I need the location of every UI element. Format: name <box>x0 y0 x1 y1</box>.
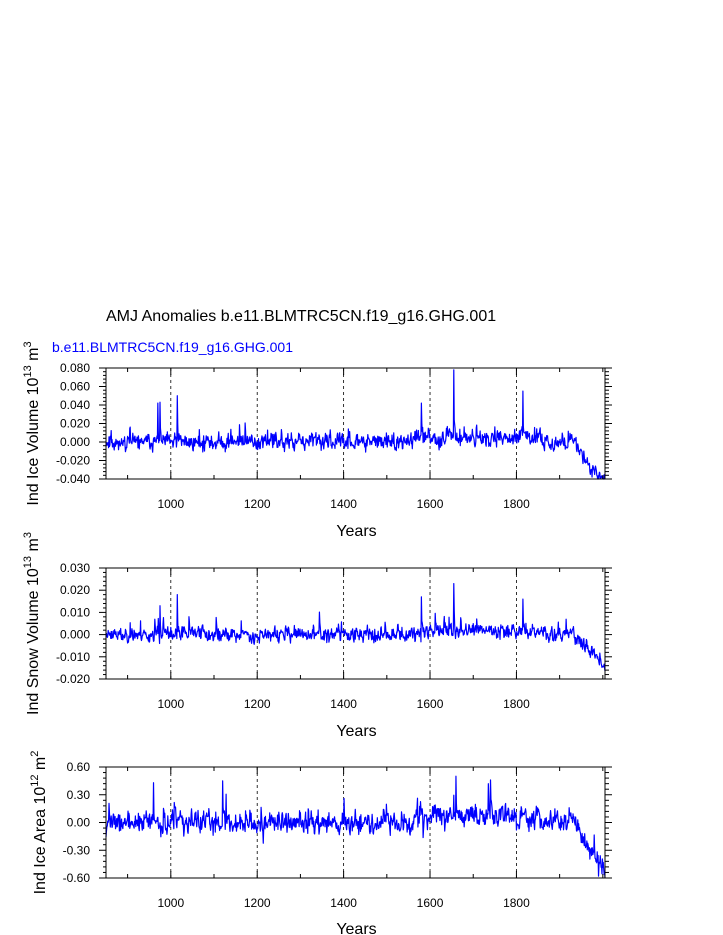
x-tick-label: 1600 <box>417 697 444 711</box>
panel-2: 1000 1200 1400 1600 1800 -0.020 -0.010 0.000 0.0… <box>22 532 612 740</box>
panel-1: 1000 1200 1400 1600 1800 -0.040 -0.020 0.000 0.0… <box>22 339 612 540</box>
y-axis-label: Ind Snow Volume 1013 m3 <box>22 532 42 715</box>
y-tick-label: -0.020 <box>56 454 90 468</box>
y-tick-label: 0.30 <box>67 788 91 802</box>
y-tick-label: 0.060 <box>60 380 90 394</box>
y-tick-label: 0.000 <box>60 435 90 449</box>
x-tick-label: 1400 <box>330 697 357 711</box>
x-axis-label: Years <box>336 723 376 740</box>
x-tick-label: 1800 <box>503 697 530 711</box>
y-tick-label: -0.30 <box>63 843 91 857</box>
y-tick-label: -0.020 <box>56 672 90 686</box>
x-axis-label: Years <box>336 921 376 935</box>
y-tick-label: 0.020 <box>60 583 90 597</box>
y-axis-label: Ind Ice Volume 1013 m3 <box>22 341 42 505</box>
x-tick-label: 1200 <box>244 697 271 711</box>
x-tick-label: 1600 <box>417 896 444 910</box>
x-tick-label: 1000 <box>157 497 184 511</box>
x-tick-label: 1000 <box>157 697 184 711</box>
series-subtitle: b.e11.BLMTRC5CN.f19_g16.GHG.001 <box>52 339 293 355</box>
x-axis-label: Years <box>336 523 376 540</box>
y-tick-label: 0.00 <box>67 816 91 830</box>
series-line <box>105 369 606 480</box>
y-tick-label: 0.080 <box>60 361 90 375</box>
series-line <box>105 582 606 672</box>
y-tick-label: 0.020 <box>60 417 90 431</box>
chart-title: AMJ Anomalies b.e11.BLMTRC5CN.f19_g16.GH… <box>106 308 496 325</box>
panel-3: 1000 1200 1400 1600 1800 -0.60 -0.30 0.00 0.30 0.… <box>29 751 612 935</box>
x-tick-label: 1200 <box>244 497 271 511</box>
x-tick-label: 1800 <box>503 497 530 511</box>
y-tick-label: -0.040 <box>56 472 90 486</box>
plot-frame <box>105 367 606 480</box>
x-tick-label: 1000 <box>157 896 184 910</box>
plot-frame <box>105 567 606 680</box>
y-tick-label: 0.040 <box>60 398 90 412</box>
panels-group: 1000 1200 1400 1600 1800 -0.040 -0.020 0.000 0.0… <box>22 339 612 935</box>
y-tick-label: 0.030 <box>60 561 90 575</box>
y-tick-label: -0.60 <box>63 871 91 885</box>
x-tick-label: 1600 <box>417 497 444 511</box>
y-tick-label: 0.60 <box>67 760 91 774</box>
x-tick-label: 1400 <box>330 497 357 511</box>
x-tick-label: 1800 <box>503 896 530 910</box>
y-tick-label: 0.000 <box>60 628 90 642</box>
y-tick-label: -0.010 <box>56 650 90 664</box>
x-tick-label: 1200 <box>244 896 271 910</box>
y-tick-label: 0.010 <box>60 605 90 619</box>
x-tick-label: 1400 <box>330 896 357 910</box>
y-axis-label: Ind Ice Area 1012 m2 <box>29 751 49 895</box>
series-line <box>105 775 606 879</box>
